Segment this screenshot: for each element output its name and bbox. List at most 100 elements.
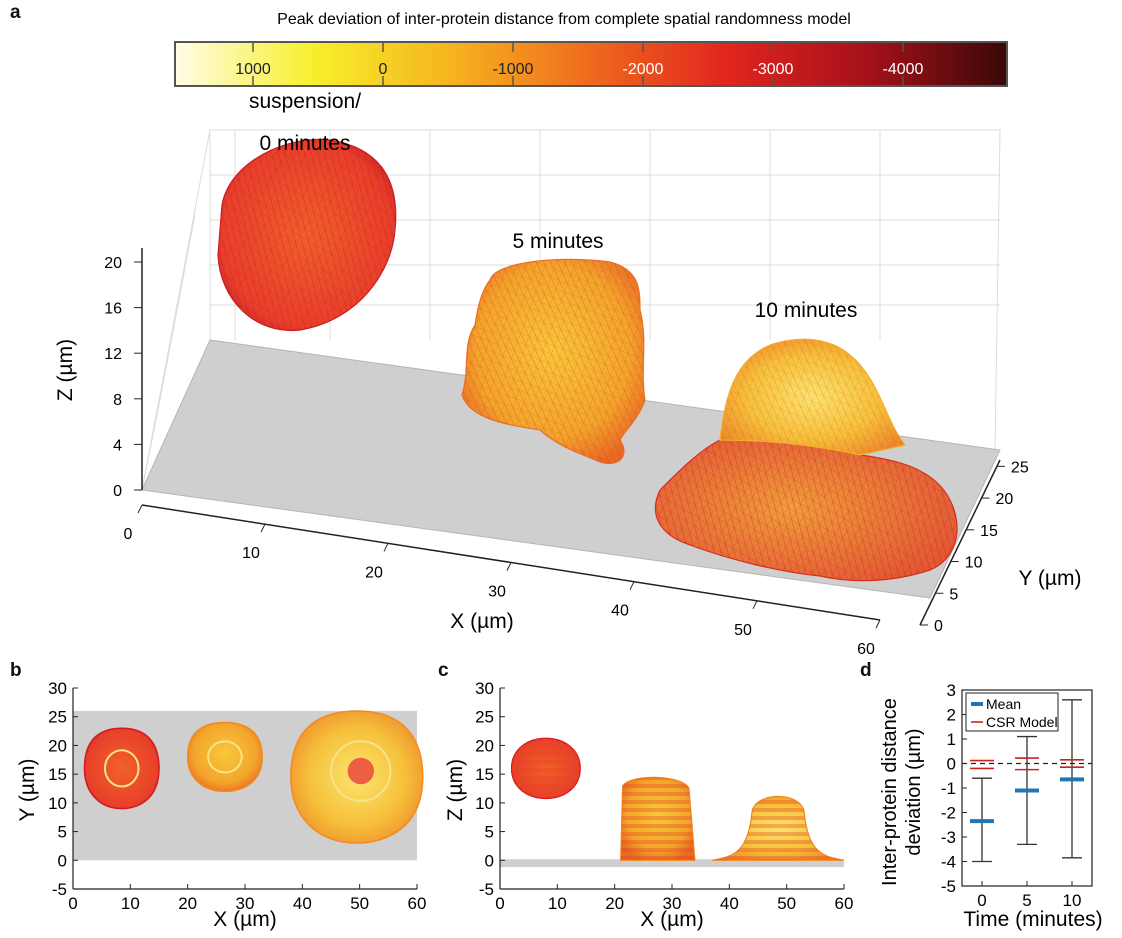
cell-contour-0: [103, 749, 140, 788]
colorbar-tick-label: -4000: [883, 61, 924, 78]
y-tick-label: 5: [949, 586, 958, 603]
x-tick-label: 30: [488, 584, 506, 601]
cell-mesh-stripes-2: [712, 796, 844, 861]
colorbar-tick-label: -3000: [753, 61, 794, 78]
x-tick-label: 0: [495, 894, 504, 913]
y-tick-label: 5: [58, 823, 67, 842]
cell-footprint-1: [186, 721, 263, 793]
z-axis-label: Z (µm): [54, 339, 77, 401]
x-tick-label: 10: [1063, 891, 1082, 910]
y-tick-label: 20: [475, 736, 494, 755]
x-tick-label: 60: [408, 894, 427, 913]
z-tick-label: 0: [113, 483, 122, 500]
x-tick-mark: [137, 504, 143, 514]
cell-0-minutes-mesh: [217, 138, 397, 332]
y-axis-label-line-1: Inter-protein distance: [879, 698, 901, 886]
cell-mesh-stripes-1: [620, 777, 695, 861]
y-tick-label: -1: [941, 779, 956, 798]
x-tick-label: 20: [605, 894, 624, 913]
colorbar-ticks: 1000 0 -1000 -2000 -3000 -4000: [235, 42, 924, 86]
legend-mean-label: Mean: [986, 696, 1021, 712]
x-tick-mark: [875, 619, 881, 629]
y-tick-label: 15: [48, 765, 67, 784]
x-tick-mark: [752, 600, 758, 610]
x-tick-label: 0: [124, 526, 133, 543]
label-5-minutes: 5 minutes: [512, 230, 603, 253]
x-tick-mark: [629, 581, 635, 590]
colorbar-tick-label: 1000: [235, 61, 271, 78]
x-tick-mark: [260, 523, 266, 533]
label-0-minutes-line-2: 0 minutes: [259, 132, 350, 155]
x-tick-label: 10: [242, 545, 260, 562]
y-axis-label: Y (µm): [16, 758, 39, 821]
colorbar-tick-label: -1000: [493, 61, 534, 78]
y-tick-label: 15: [980, 523, 998, 540]
y-tick-label: 1: [947, 730, 956, 749]
y-axis-label: Y (µm): [1018, 567, 1081, 590]
cell-footprint-0: [83, 727, 160, 810]
colorbar: [174, 41, 1008, 87]
y-tick-label: 10: [965, 555, 983, 572]
x-tick-label: 5: [1022, 891, 1031, 910]
x-axis-label: X (µm): [213, 908, 276, 931]
y-tick-label: -5: [479, 880, 494, 899]
z-axis-ticks: 0 4 8 12 16 20: [104, 255, 142, 500]
x-tick-label: 50: [350, 894, 369, 913]
y-tick-label: -5: [941, 877, 956, 896]
panel-a: Peak deviation of inter-protein distance…: [54, 11, 1082, 658]
y-tick-label: -2: [941, 804, 956, 823]
y-tick-label: -3: [941, 828, 956, 847]
x-axis-label: X (µm): [450, 610, 513, 633]
x-tick-label: 10: [121, 894, 140, 913]
y-tick-label: 25: [475, 708, 494, 727]
y-tick-label: 25: [1011, 459, 1029, 476]
z-tick-label: 12: [104, 346, 122, 363]
colorbar-tick-label: 0: [379, 61, 388, 78]
y-tick-label: 5: [485, 823, 494, 842]
y-axis-label: Z (µm): [444, 759, 467, 821]
cell-nucleus-hotspot: [347, 757, 374, 785]
label-0-minutes-line-1: suspension/: [249, 90, 361, 113]
y-tick-label: 0: [947, 755, 956, 774]
x-tick-label: 60: [857, 641, 875, 658]
y-axis-ticks: 05 10 15 20 25: [920, 459, 1029, 635]
y-tick-label: 30: [475, 679, 494, 698]
legend-box: [965, 692, 1059, 732]
y-tick-label: 0: [934, 618, 943, 635]
x-axis-label: Time (minutes): [963, 908, 1102, 931]
colorbar-title: Peak deviation of inter-protein distance…: [277, 11, 851, 28]
y-tick-label: 3: [947, 681, 956, 700]
x-tick-mark: [506, 562, 512, 571]
cell-contour-2: [330, 740, 392, 802]
y-tick-label: 20: [48, 736, 67, 755]
x-tick-label: 0: [977, 891, 986, 910]
x-tick-label: 20: [178, 894, 197, 913]
panel-label-c: c: [438, 660, 449, 681]
x-tick-mark: [383, 543, 389, 552]
x-tick-label: 50: [777, 894, 796, 913]
z-tick-label: 20: [104, 255, 122, 272]
y-tick-label: 2: [947, 706, 956, 725]
panel-label-b: b: [10, 660, 22, 681]
x-axis-ticks: 0 10 20 30 40 50 60: [124, 504, 881, 658]
y-tick-label: 0: [58, 851, 67, 870]
x-tick-label: 20: [365, 564, 383, 581]
x-tick-label: 40: [611, 603, 629, 620]
x-tick-label: 10: [548, 894, 567, 913]
label-10-minutes: 10 minutes: [755, 299, 858, 322]
y-tick-label: 15: [475, 765, 494, 784]
substrate-line: [500, 859, 844, 868]
y-tick-label: 0: [485, 851, 494, 870]
x-tick-label: 60: [835, 894, 854, 913]
y-tick-label: 10: [48, 794, 67, 813]
legend-csr-label: CSR Model: [986, 714, 1058, 730]
y-tick-label: 25: [48, 708, 67, 727]
y-tick-label: 20: [996, 491, 1014, 508]
x-axis-label: X (µm): [640, 908, 703, 931]
x-tick-label: 30: [663, 894, 682, 913]
z-tick-label: 8: [113, 392, 122, 409]
x-tick-label: 30: [236, 894, 255, 913]
panel-label-d: d: [860, 660, 872, 681]
